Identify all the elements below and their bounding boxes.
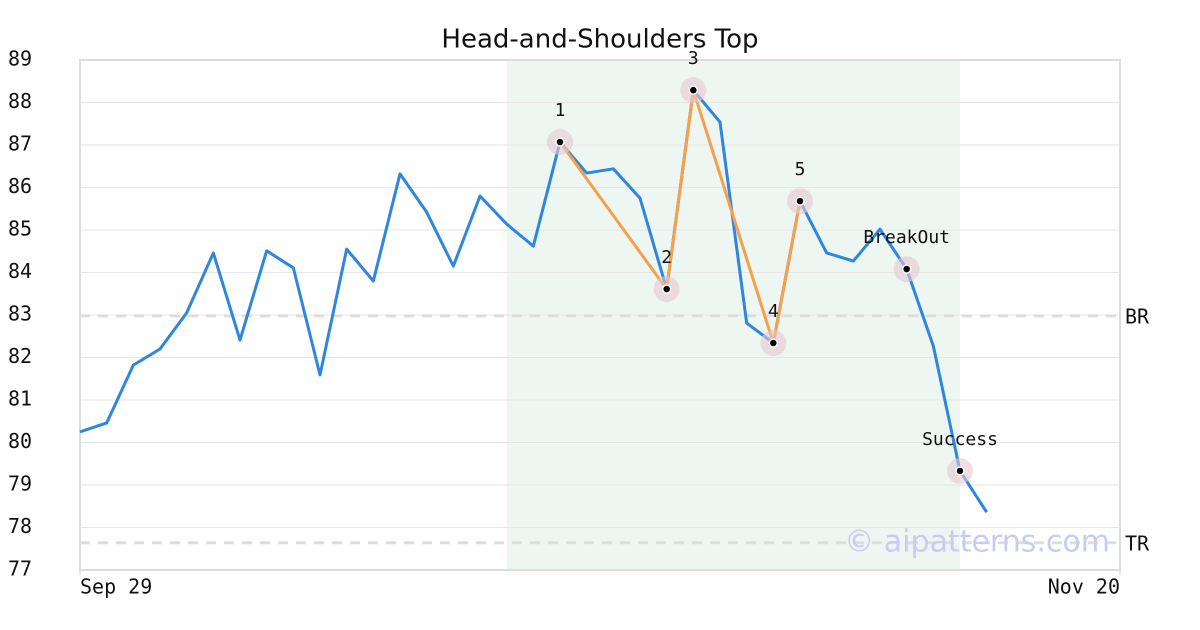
y-tick-label: 81	[8, 387, 32, 411]
y-tick-label: 77	[8, 557, 32, 581]
pivot-label: 2	[661, 247, 672, 268]
y-tick-label: 86	[8, 174, 32, 198]
pivot-dot	[555, 137, 565, 147]
plot-border	[79, 59, 1121, 571]
pivot-label: Success	[922, 429, 998, 450]
pivot-label: 5	[795, 159, 806, 180]
x-tick-label: Nov 20	[1048, 575, 1120, 599]
pivot-label: BreakOut	[863, 227, 950, 248]
pivot-dot	[795, 196, 805, 206]
pivot-dot	[688, 85, 699, 95]
price-line	[79, 88, 988, 514]
level-label: TR	[1125, 531, 1150, 555]
y-tick-label: 89	[8, 47, 32, 71]
pivot-dot	[901, 264, 912, 274]
pivot-label: 4	[768, 301, 779, 322]
y-tick-label: 78	[8, 514, 32, 538]
y-tick-label: 87	[8, 132, 32, 156]
chart-title: Head-and-Shoulders Top	[441, 25, 758, 55]
y-tick-label: 83	[8, 302, 32, 326]
pivot-label: 1	[555, 100, 566, 121]
pivot-dot	[955, 466, 965, 476]
x-tick-label: Sep 29	[80, 575, 152, 599]
pivot-dot	[661, 284, 672, 294]
y-tick-label: 88	[8, 89, 32, 113]
watermark: © aipatterns.com	[844, 525, 1110, 560]
y-tick-label: 80	[8, 429, 32, 453]
y-tick-label: 84	[8, 259, 32, 283]
y-tick-label: 85	[8, 217, 32, 241]
pivot-label: 3	[688, 48, 699, 69]
y-tick-label: 79	[8, 472, 32, 496]
level-label: BR	[1125, 304, 1150, 328]
y-tick-label: 82	[8, 344, 32, 368]
pivot-dot	[768, 338, 779, 348]
